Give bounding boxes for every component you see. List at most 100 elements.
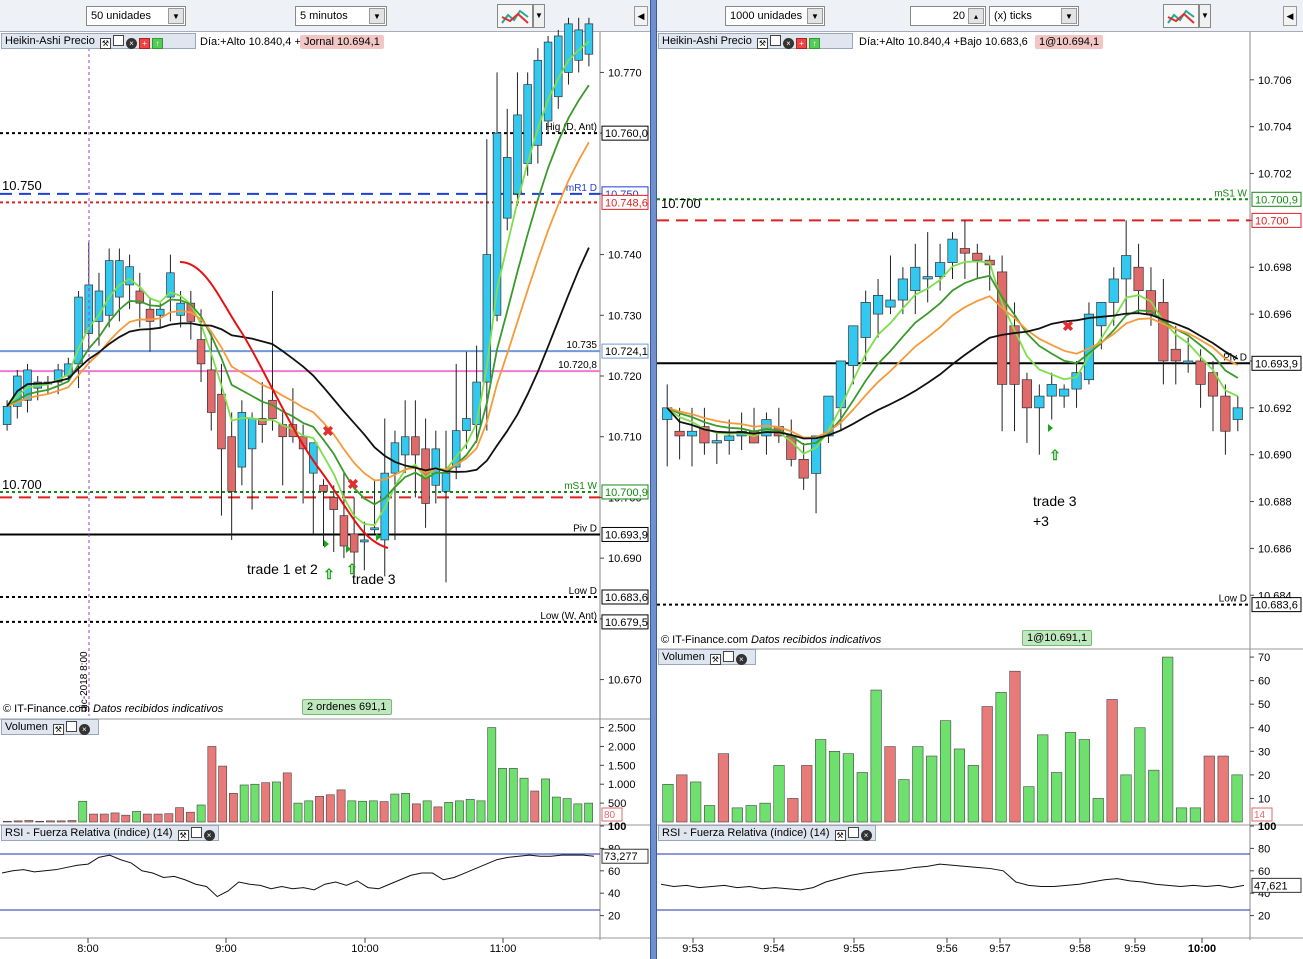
execution-marker-icon xyxy=(1048,424,1053,432)
candle xyxy=(431,448,441,486)
candle xyxy=(574,29,583,61)
window-icon[interactable] xyxy=(190,827,202,838)
candle xyxy=(237,412,247,468)
ticks-value-input[interactable]: 20 ▴ xyxy=(910,6,986,26)
candle xyxy=(1009,325,1020,385)
volume-bar xyxy=(347,800,357,823)
volume-bar xyxy=(1064,732,1077,823)
chevron-down-icon: ▼ xyxy=(1061,8,1077,24)
left-timeframe-value: 5 minutos xyxy=(300,10,348,22)
volume-tick-label: 2.500 xyxy=(608,723,636,735)
window-icon[interactable] xyxy=(769,35,781,46)
price-level-label: Low D xyxy=(569,586,597,597)
volume-bar xyxy=(773,765,785,823)
add-icon[interactable]: + xyxy=(138,38,150,49)
volume-bar xyxy=(444,802,454,823)
chart-type-dropdown[interactable]: ▼ xyxy=(1199,4,1211,28)
right-price-header: Heikin-Ashi Precio ⚒ × + ↑ xyxy=(658,33,853,49)
close-icon[interactable]: × xyxy=(782,38,794,49)
volume-tick-label: 50 xyxy=(1258,699,1270,711)
volume-bar xyxy=(926,755,938,823)
volume-bar xyxy=(759,802,771,823)
price-tick-label: 10.730 xyxy=(608,310,642,322)
ticks-mode-select[interactable]: (x) ticks ▼ xyxy=(989,6,1079,26)
candle xyxy=(1046,384,1057,397)
position-badge[interactable]: 1@10.691,1 xyxy=(1022,630,1093,646)
right-toolbar: 1000 unidades ▼ 20 ▴ (x) ticks ▼ ▼ ◀ xyxy=(657,0,1303,32)
volume-bar xyxy=(487,727,497,823)
volume-bar xyxy=(1217,755,1229,823)
left-timeframe-select[interactable]: 5 minutos ▼ xyxy=(295,6,387,26)
wrench-icon[interactable]: ⚒ xyxy=(756,38,768,49)
candle xyxy=(1071,372,1082,390)
volume-bar xyxy=(573,803,583,823)
volume-bar xyxy=(2,820,12,823)
chevron-down-icon: ▼ xyxy=(369,8,385,24)
chart-type-dropdown[interactable]: ▼ xyxy=(533,4,545,28)
chart-type-button[interactable] xyxy=(1163,4,1199,28)
orders-badge[interactable]: 2 ordenes 691,1 xyxy=(302,699,392,715)
window-icon[interactable] xyxy=(65,721,77,732)
chart-type-button[interactable] xyxy=(497,4,533,28)
left-price-badge: Jornal 10.694,1 xyxy=(300,35,384,49)
level-text: 10.750 xyxy=(2,178,42,193)
volume-last-badge xyxy=(601,807,623,822)
price-level-badge xyxy=(601,614,649,630)
stepper-icon[interactable]: ▴ xyxy=(968,8,984,24)
candle xyxy=(482,254,492,383)
price-level-label: mS1 W xyxy=(564,481,597,492)
window-icon[interactable] xyxy=(722,651,734,662)
volume-bar xyxy=(981,706,993,823)
right-chart-canvas: 10.706 10.704 10.702 10.700 10.698 10.696 10.6… xyxy=(657,32,1303,955)
close-icon[interactable]: × xyxy=(860,830,872,841)
wrench-icon[interactable]: ⚒ xyxy=(709,654,721,665)
volume-bar xyxy=(89,813,98,823)
right-chart-pane: 1000 unidades ▼ 20 ▴ (x) ticks ▼ ▼ ◀ 10.… xyxy=(657,0,1303,959)
pane-splitter[interactable] xyxy=(650,0,657,959)
level-text-2: 10.700 xyxy=(2,477,42,492)
wrench-icon[interactable]: ⚒ xyxy=(834,830,846,841)
collapse-pane-button[interactable]: ◀ xyxy=(1283,6,1297,26)
rsi-line xyxy=(660,863,1245,891)
left-volume-title: Volumen xyxy=(5,721,48,733)
volume-bar xyxy=(801,765,813,823)
volume-bar xyxy=(1203,755,1215,823)
wrench-icon[interactable]: ⚒ xyxy=(52,724,64,735)
right-units-select[interactable]: 1000 unidades ▼ xyxy=(725,6,825,26)
buy-arrow-icon: ⇧ xyxy=(346,561,358,577)
price-level-label: Piv D xyxy=(573,523,597,534)
price-level-label: mR1 D xyxy=(566,183,597,194)
volume-bar xyxy=(24,820,34,823)
candle xyxy=(53,369,63,383)
candle xyxy=(411,436,420,456)
candle xyxy=(860,302,871,338)
window-icon[interactable] xyxy=(112,35,124,46)
volume-bar xyxy=(379,801,389,823)
candle xyxy=(724,435,735,441)
close-icon[interactable]: × xyxy=(735,654,747,665)
move-up-icon[interactable]: ↑ xyxy=(151,38,163,49)
close-icon[interactable]: × xyxy=(203,830,215,841)
price-level-badge-text: 10.700,9 xyxy=(605,487,648,499)
collapse-pane-button[interactable]: ◀ xyxy=(634,6,648,26)
candle xyxy=(1195,360,1206,385)
buy-arrow-icon: ⇧ xyxy=(323,566,335,582)
window-icon[interactable] xyxy=(847,827,859,838)
wrench-icon[interactable]: ⚒ xyxy=(99,38,111,49)
price-level-badge-text: 10.693,9 xyxy=(605,529,648,541)
price-level-badge xyxy=(601,589,649,605)
candle xyxy=(897,278,908,301)
left-units-select[interactable]: 50 unidades ▼ xyxy=(86,6,186,26)
candle xyxy=(1108,278,1119,303)
candle xyxy=(400,436,410,456)
price-tick-label: 10.696 xyxy=(1258,309,1292,321)
close-icon[interactable]: × xyxy=(125,38,137,49)
close-icon[interactable]: × xyxy=(78,724,90,735)
move-up-icon[interactable]: ↑ xyxy=(808,38,820,49)
candle xyxy=(207,369,216,413)
volume-bar xyxy=(662,784,674,823)
chart-type-icon xyxy=(1167,9,1195,24)
right-footer-note: Datos recibidos indicativos xyxy=(751,634,882,646)
add-icon[interactable]: + xyxy=(795,38,807,49)
wrench-icon[interactable]: ⚒ xyxy=(177,830,189,841)
